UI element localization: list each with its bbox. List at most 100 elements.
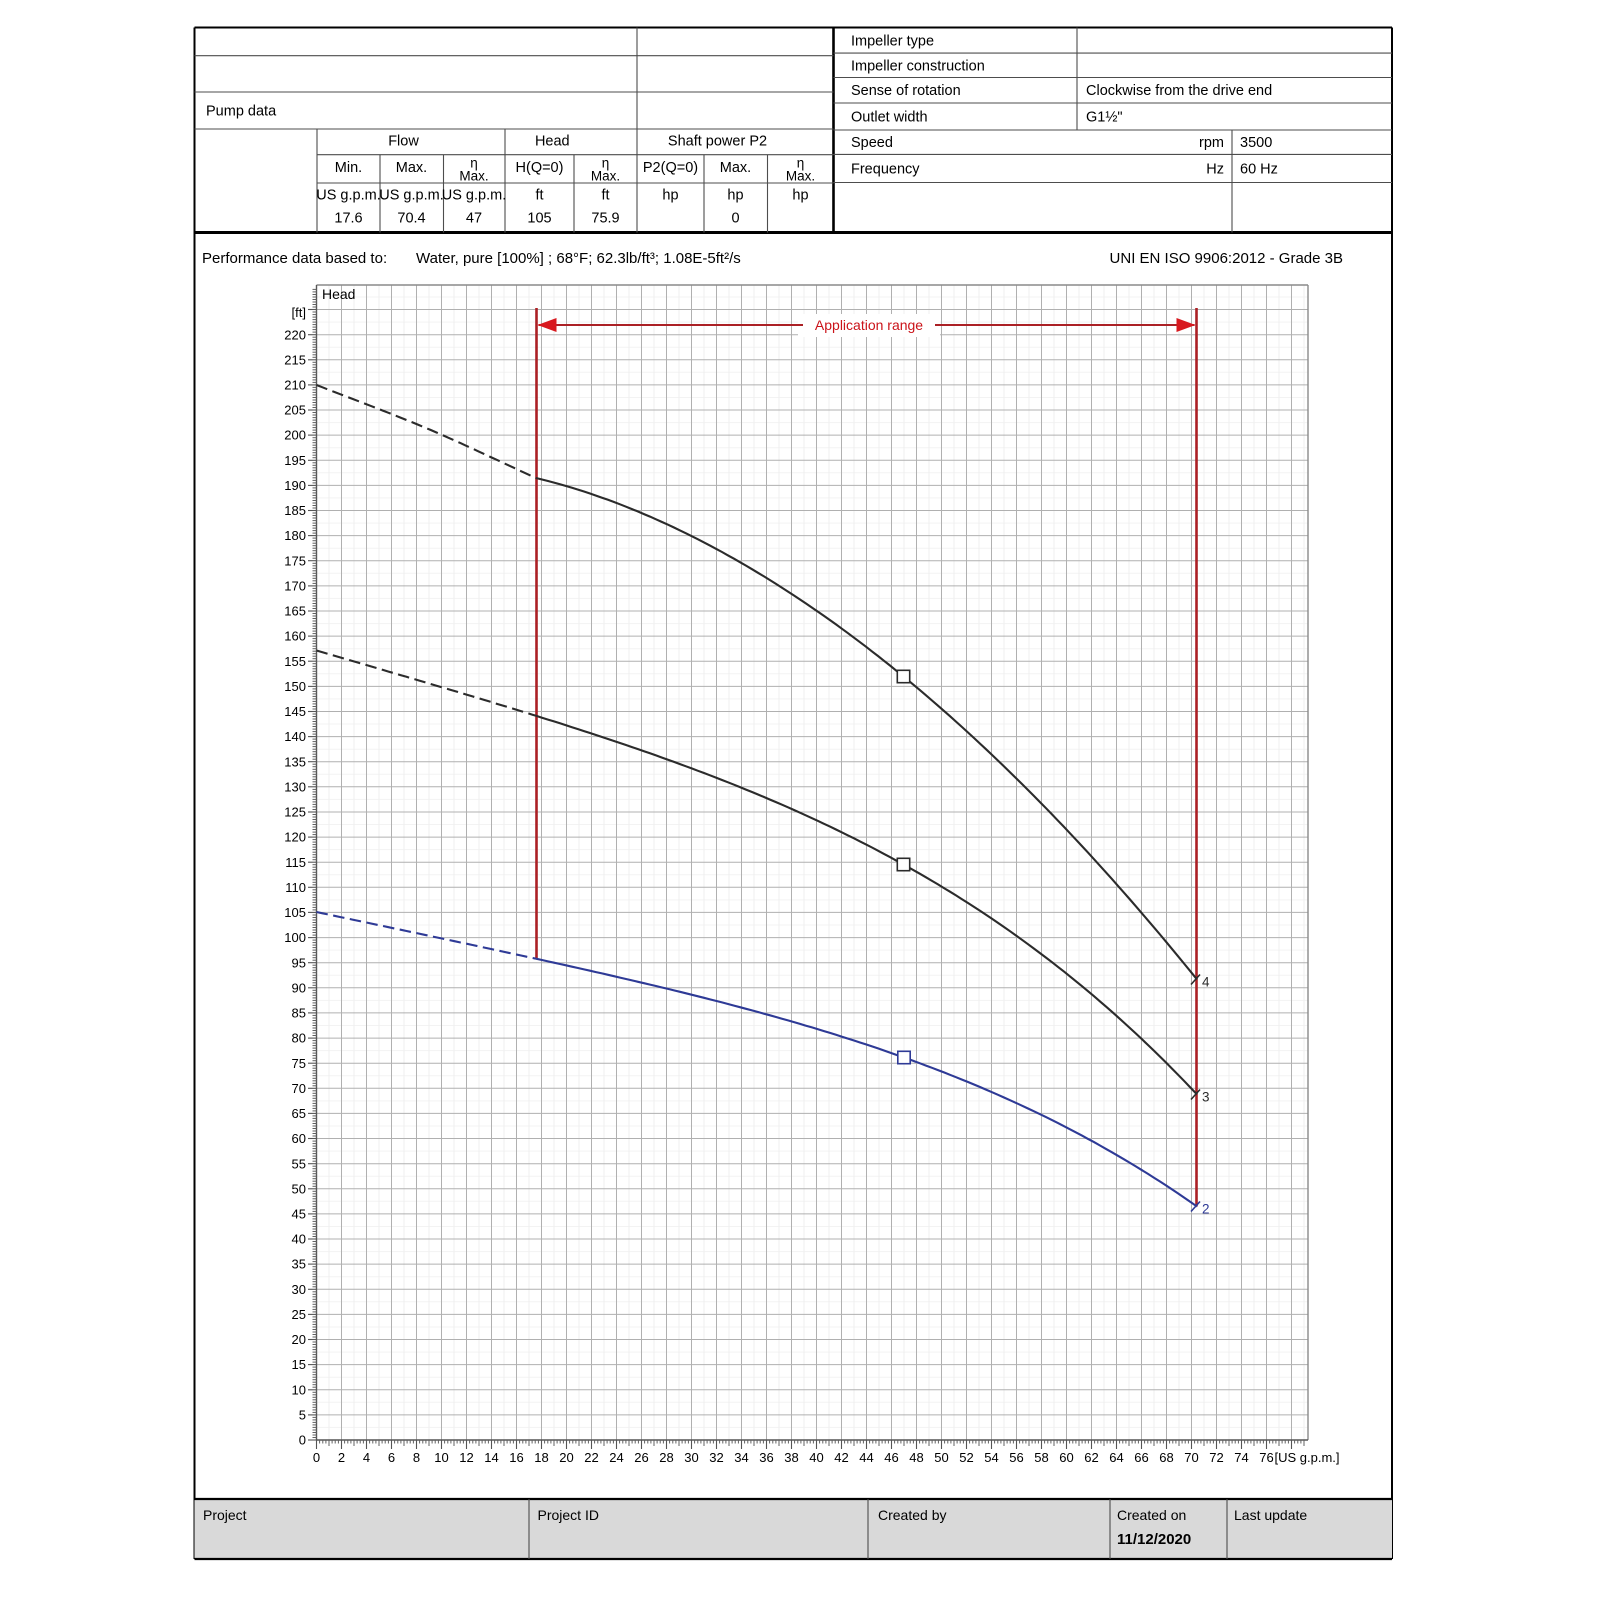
svg-text:Project: Project	[203, 1507, 247, 1523]
svg-text:185: 185	[284, 503, 306, 518]
svg-text:205: 205	[284, 403, 306, 418]
svg-text:70: 70	[1184, 1450, 1198, 1465]
svg-text:40: 40	[809, 1450, 823, 1465]
svg-text:Max.: Max.	[591, 169, 620, 184]
svg-text:195: 195	[284, 453, 306, 468]
svg-text:95: 95	[292, 955, 306, 970]
svg-text:11/12/2020: 11/12/2020	[1117, 1531, 1191, 1548]
svg-text:30: 30	[292, 1282, 306, 1297]
svg-text:115: 115	[285, 855, 306, 870]
svg-text:32: 32	[709, 1450, 723, 1465]
svg-text:65: 65	[292, 1106, 306, 1121]
svg-text:52: 52	[959, 1450, 973, 1465]
svg-text:Impeller construction: Impeller construction	[851, 58, 985, 74]
svg-text:Pump data: Pump data	[206, 104, 277, 120]
svg-text:Sense of rotation: Sense of rotation	[851, 83, 961, 99]
svg-text:η: η	[470, 156, 478, 171]
svg-text:100: 100	[284, 930, 306, 945]
svg-text:34: 34	[734, 1450, 748, 1465]
svg-text:220: 220	[284, 327, 306, 342]
svg-text:η: η	[602, 156, 610, 171]
svg-text:0: 0	[313, 1450, 320, 1465]
svg-text:15: 15	[292, 1357, 306, 1372]
svg-text:[US g.p.m.]: [US g.p.m.]	[1275, 1450, 1340, 1465]
svg-text:42: 42	[834, 1450, 848, 1465]
svg-text:ft: ft	[601, 188, 609, 204]
svg-text:26: 26	[634, 1450, 648, 1465]
svg-text:60: 60	[1059, 1450, 1073, 1465]
svg-text:P2(Q=0): P2(Q=0)	[643, 160, 698, 176]
svg-text:85: 85	[292, 1006, 306, 1021]
svg-text:14: 14	[484, 1450, 498, 1465]
svg-text:58: 58	[1034, 1450, 1048, 1465]
svg-text:UNI EN ISO 9906:2012 - Grade 3: UNI EN ISO 9906:2012 - Grade 3B	[1110, 250, 1343, 267]
svg-text:50: 50	[934, 1450, 948, 1465]
svg-text:50: 50	[292, 1181, 306, 1196]
svg-text:165: 165	[284, 604, 306, 619]
svg-text:47: 47	[466, 211, 482, 227]
svg-text:Max.: Max.	[396, 160, 427, 176]
svg-text:6: 6	[388, 1450, 395, 1465]
svg-text:Min.: Min.	[335, 160, 362, 176]
svg-text:105: 105	[284, 905, 306, 920]
svg-text:45: 45	[292, 1207, 306, 1222]
svg-text:ft: ft	[535, 188, 543, 204]
svg-text:120: 120	[284, 830, 306, 845]
svg-text:75: 75	[292, 1056, 306, 1071]
svg-text:70.4: 70.4	[397, 211, 425, 227]
svg-text:Created on: Created on	[1117, 1507, 1186, 1523]
svg-text:12: 12	[459, 1450, 473, 1465]
svg-text:8: 8	[413, 1450, 420, 1465]
svg-text:55: 55	[292, 1156, 306, 1171]
svg-text:0: 0	[731, 211, 739, 227]
svg-text:Impeller type: Impeller type	[851, 33, 934, 49]
svg-text:80: 80	[292, 1031, 306, 1046]
svg-text:48: 48	[909, 1450, 923, 1465]
svg-text:38: 38	[784, 1450, 798, 1465]
svg-text:US g.p.m.: US g.p.m.	[316, 188, 380, 204]
svg-text:105: 105	[527, 211, 551, 227]
svg-text:175: 175	[284, 553, 306, 568]
svg-text:68: 68	[1159, 1450, 1173, 1465]
svg-text:140: 140	[284, 729, 306, 744]
svg-text:Max.: Max.	[459, 169, 488, 184]
svg-text:56: 56	[1009, 1450, 1023, 1465]
svg-text:62: 62	[1084, 1450, 1098, 1465]
svg-text:28: 28	[659, 1450, 673, 1465]
svg-text:215: 215	[284, 352, 306, 367]
svg-text:22: 22	[584, 1450, 598, 1465]
svg-text:Application range: Application range	[815, 317, 923, 333]
svg-text:74: 74	[1234, 1450, 1248, 1465]
svg-text:20: 20	[559, 1450, 573, 1465]
svg-text:Head: Head	[535, 134, 570, 150]
svg-text:Head: Head	[322, 286, 355, 302]
svg-text:44: 44	[859, 1450, 873, 1465]
svg-text:Max.: Max.	[786, 169, 815, 184]
svg-text:160: 160	[284, 629, 306, 644]
svg-text:24: 24	[609, 1450, 623, 1465]
svg-text:64: 64	[1109, 1450, 1123, 1465]
svg-text:Performance data based to:: Performance data based to:	[202, 250, 387, 267]
svg-text:3: 3	[1202, 1090, 1210, 1105]
svg-text:46: 46	[884, 1450, 898, 1465]
svg-text:η: η	[797, 156, 805, 171]
svg-text:0: 0	[299, 1433, 306, 1448]
svg-text:135: 135	[284, 754, 306, 769]
svg-text:hp: hp	[792, 188, 808, 204]
svg-text:hp: hp	[727, 188, 743, 204]
svg-text:Frequency: Frequency	[851, 161, 920, 177]
svg-text:110: 110	[285, 880, 306, 895]
svg-text:190: 190	[284, 478, 306, 493]
svg-text:150: 150	[284, 679, 306, 694]
svg-text:Max.: Max.	[720, 160, 751, 176]
svg-text:Project ID: Project ID	[538, 1507, 599, 1523]
svg-text:US g.p.m.: US g.p.m.	[442, 188, 506, 204]
svg-text:10: 10	[434, 1450, 448, 1465]
svg-text:90: 90	[292, 980, 306, 995]
svg-text:3500: 3500	[1240, 135, 1272, 151]
svg-text:Outlet width: Outlet width	[851, 110, 928, 126]
svg-text:180: 180	[284, 528, 306, 543]
svg-text:125: 125	[284, 805, 306, 820]
svg-text:Last update: Last update	[1234, 1507, 1307, 1523]
svg-text:60 Hz: 60 Hz	[1240, 161, 1278, 177]
